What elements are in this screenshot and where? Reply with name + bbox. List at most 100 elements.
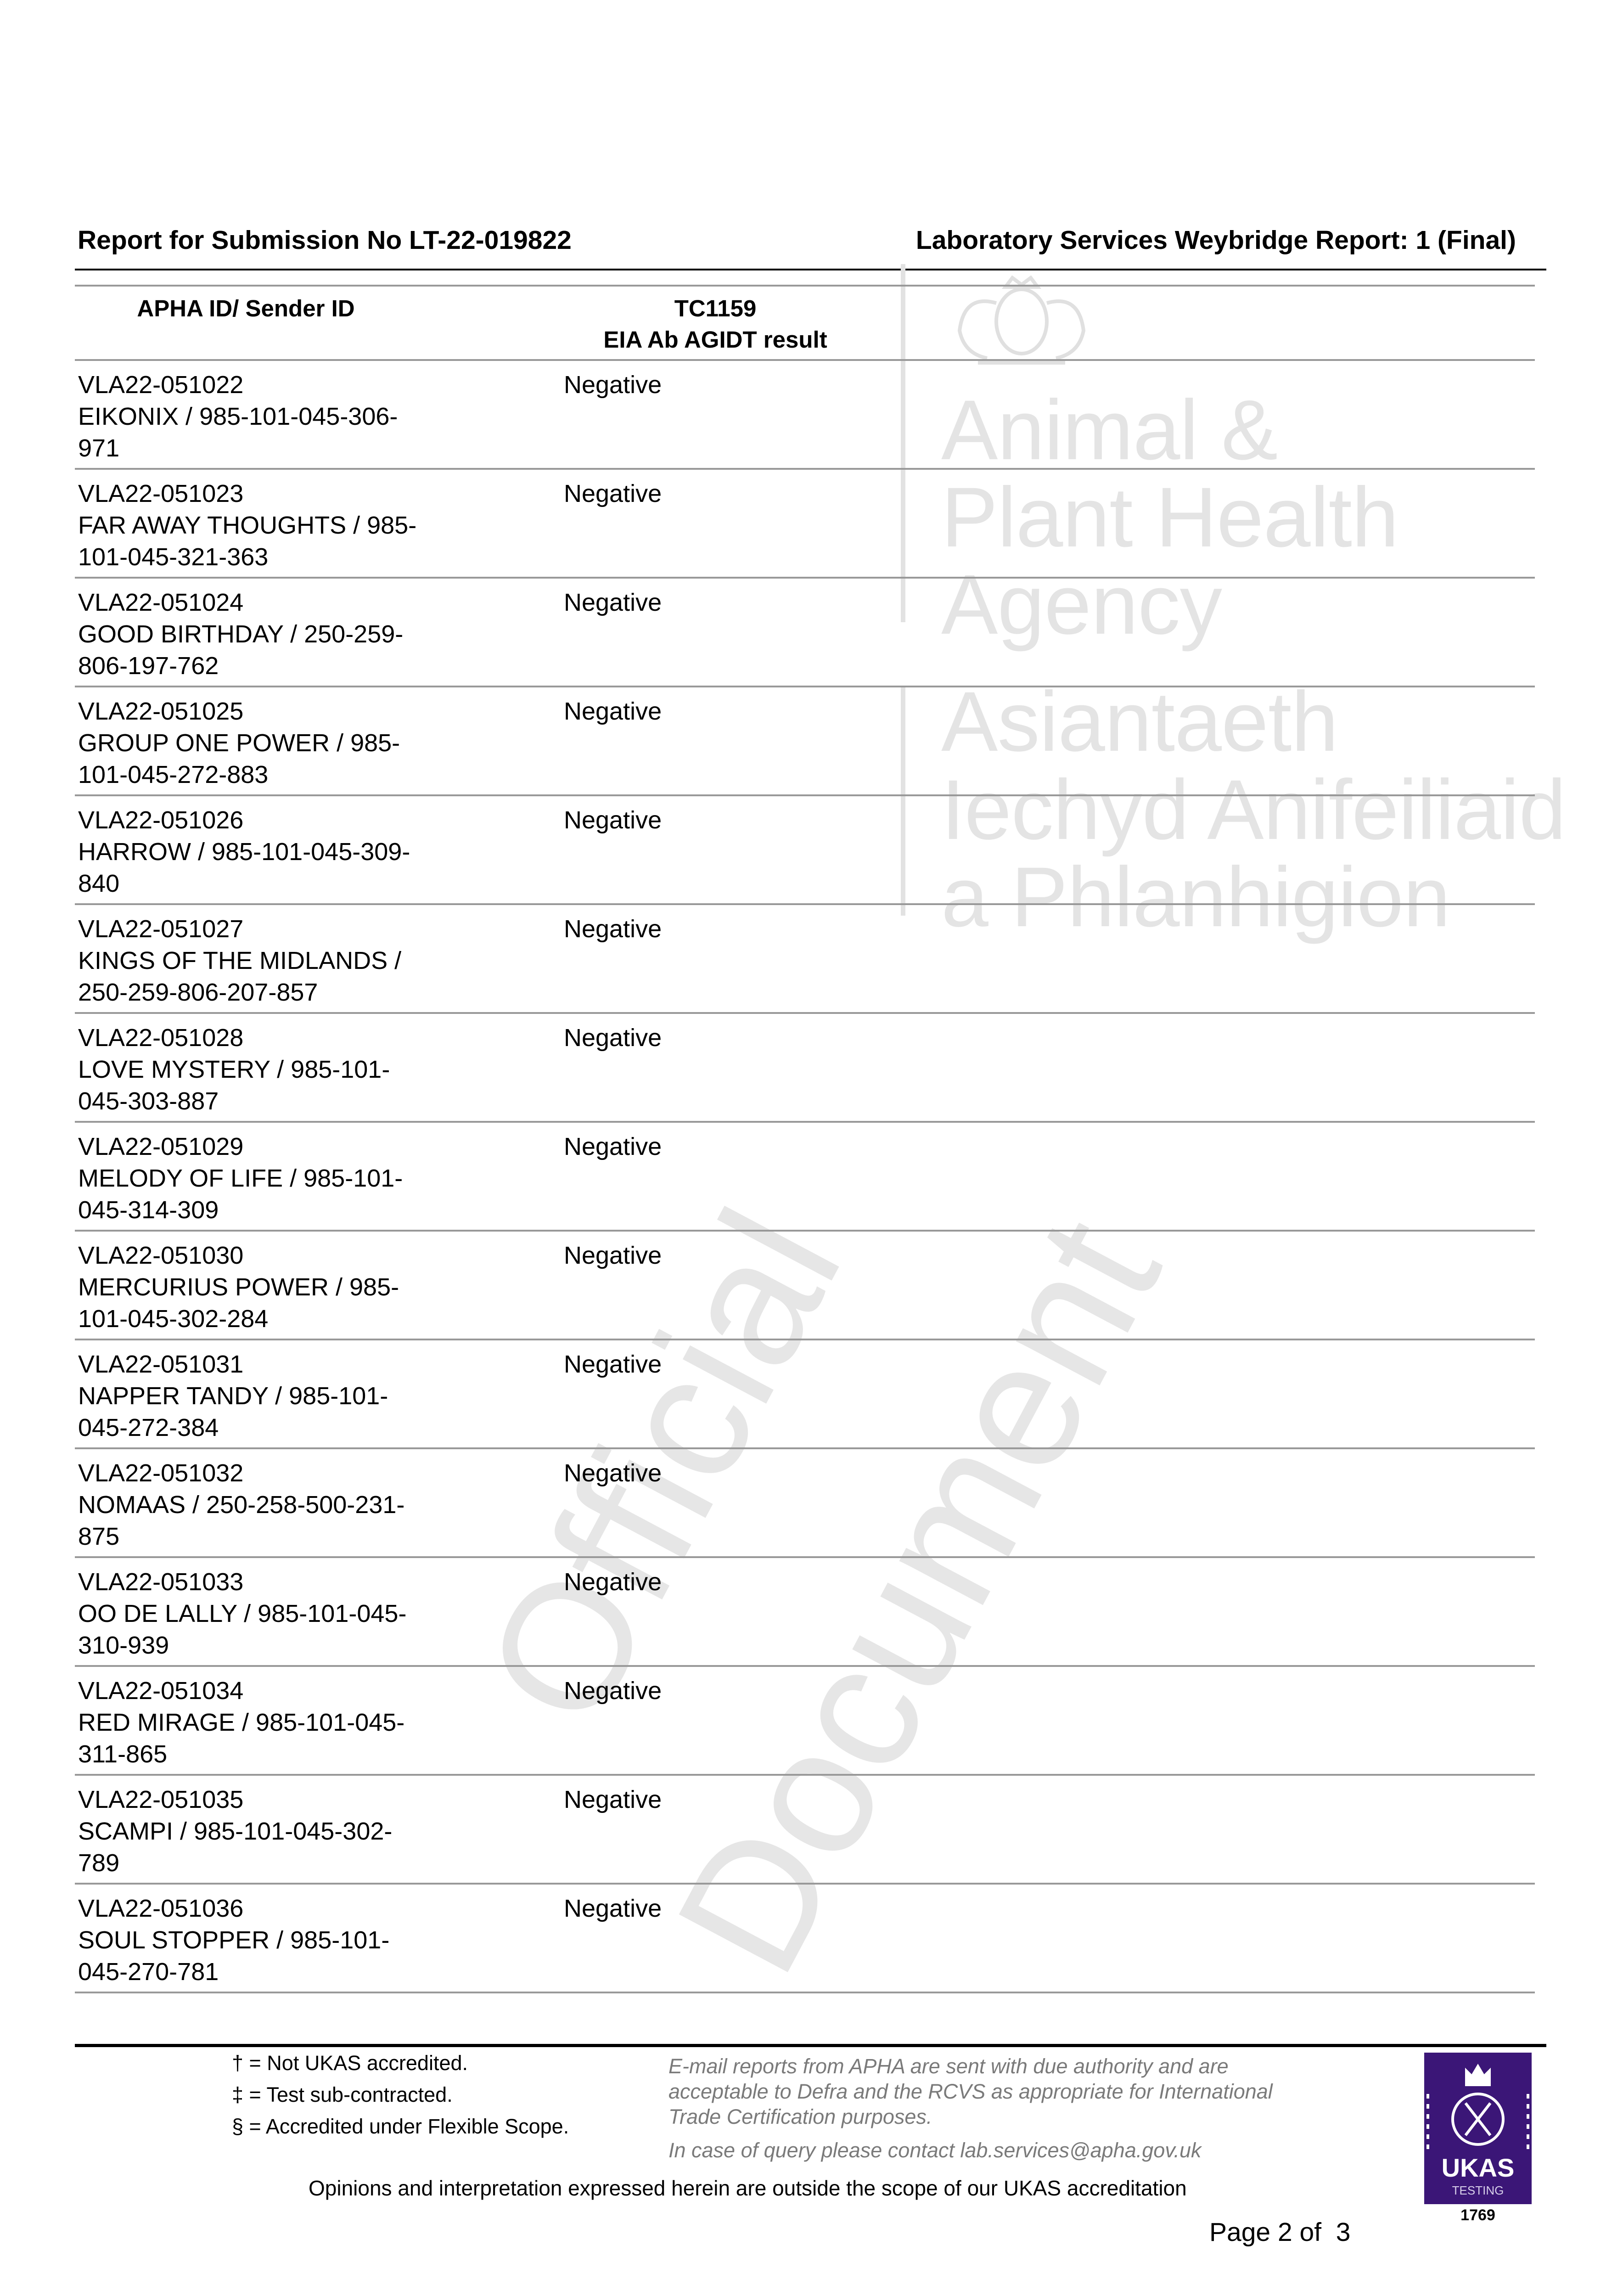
apha-id: VLA22-051022 [78,371,244,399]
spacer-cell [946,1775,1535,1884]
spacer-cell [946,1557,1535,1666]
spacer-cell [946,1884,1535,1992]
watermark-text: Iechyd Anifeiliaid [941,763,1566,857]
watermark-text: Plant Health [941,470,1399,565]
apha-sender-id: VLA22-051036 SOUL STOPPER / 985-​101-​045… [75,1884,417,1992]
apha-id: VLA22-051026 [78,806,244,834]
footnotes: † = Not UKAS accredited. ‡ = Test sub-co… [232,2047,569,2142]
apha-id: VLA22-051031 [78,1351,244,1378]
ukas-logo: UKAS TESTING [1424,2053,1532,2204]
watermark-divider [901,686,905,916]
test-result: Negative [564,1351,662,1378]
apha-sender-id: VLA22-051022 EIKONIX / 985-​101-​045-​306… [75,360,417,469]
table-row: VLA22-051035 SCAMPI / 985-​101-​045-​302-… [75,1775,1535,1884]
apha-sender-id: VLA22-051023 FAR AWAY THOUGHTS / 985-​101… [75,469,417,578]
table-row: VLA22-051023 FAR AWAY THOUGHTS / 985-​101… [75,469,1535,578]
apha-id: VLA22-051028 [78,1024,244,1052]
apha-id: VLA22-051035 [78,1786,244,1813]
watermark-divider [901,264,905,622]
footer-divider [75,2044,1546,2047]
ukas-name: UKAS [1441,2153,1515,2182]
apha-id: VLA22-051023 [78,480,244,507]
table-row: VLA22-051026 HARROW / 985-​101-​045-​309-… [75,795,1535,904]
spacer-cell [946,1122,1535,1231]
sender-id: LOVE MYSTERY / 985-​101-​045-​303-​887 [78,1056,390,1115]
ukas-number: 1769 [1460,2206,1495,2224]
email-note-line: Trade Certification purposes. [668,2105,932,2128]
table-row: VLA22-051029 MELODY OF LIFE / 985-​101-​0… [75,1122,1535,1231]
watermark-text: a Phlanhigion [941,850,1450,945]
sender-id: RED MIRAGE / 985-​101-​045-​311-​865 [78,1709,405,1768]
test-result: Negative [564,806,662,834]
sender-id: KINGS OF THE MIDLANDS / 250-​259-​806-​2… [78,947,402,1006]
table-row: VLA22-051028 LOVE MYSTERY / 985-​101-​045… [75,1013,1535,1122]
apha-sender-id: VLA22-051030 MERCURIUS POWER / 985-​101-​… [75,1231,417,1339]
test-result: Negative [564,698,662,725]
opinions-note: Opinions and interpretation expressed he… [309,2176,1187,2200]
apha-sender-id: VLA22-051032 NOMAAS / 250-​258-​500-​231-… [75,1448,417,1557]
apha-sender-id: VLA22-051035 SCAMPI / 985-​101-​045-​302-… [75,1775,417,1884]
sender-id: FAR AWAY THOUGHTS / 985-​101-​045-​321-​… [78,512,417,571]
sender-id: MELODY OF LIFE / 985-​101-​045-​314-​309 [78,1165,403,1224]
test-result: Negative [564,1133,662,1160]
spacer-cell [946,469,1535,578]
page-number: Page 2 of 3 [1209,2217,1351,2247]
sender-id: EIKONIX / 985-​101-​045-​306-​971 [78,403,398,462]
apha-sender-id: VLA22-051031 NAPPER TANDY / 985-​101-​045… [75,1339,417,1448]
spacer-cell [946,360,1535,469]
spacer-cell [946,1013,1535,1122]
table-row: VLA22-051034 RED MIRAGE / 985-​101-​045-​… [75,1666,1535,1775]
apha-sender-id: VLA22-051033 OO DE LALLY / 985-​101-​045-… [75,1557,417,1666]
apha-id: VLA22-051024 [78,589,244,616]
test-result: Negative [564,1242,662,1269]
query-note: In case of query please contact lab.serv… [668,2138,1202,2162]
ukas-crown-icon [1426,2064,1529,2149]
test-result: Negative [564,1459,662,1487]
spacer-cell [946,795,1535,904]
sender-id: SOUL STOPPER / 985-​101-​045-​270-​781 [78,1926,390,1986]
watermark-text: Asiantaeth [941,675,1338,769]
table-row: VLA22-051024 GOOD BIRTHDAY / 250-​259-​80… [75,578,1535,687]
apha-sender-id: VLA22-051029 MELODY OF LIFE / 985-​101-​0… [75,1122,417,1231]
sender-id: MERCURIUS POWER / 985-​101-​045-​302-​28… [78,1273,399,1333]
apha-sender-id: VLA22-051034 RED MIRAGE / 985-​101-​045-​… [75,1666,417,1775]
test-result: Negative [564,1895,662,1922]
test-result: Negative [564,1677,662,1705]
apha-sender-id: VLA22-051028 LOVE MYSTERY / 985-​101-​045… [75,1013,417,1122]
table-row: VLA22-051027 KINGS OF THE MIDLANDS / 250-… [75,904,1535,1013]
footnote: ‡ = Test sub-contracted. [232,2083,453,2106]
email-note-line: acceptable to Defra and the RCVS as appr… [668,2080,1273,2103]
footnote: † = Not UKAS accredited. [232,2051,468,2075]
header-divider [75,269,1546,270]
apha-id: VLA22-051025 [78,698,244,725]
sender-id: SCAMPI / 985-​101-​045-​302-​789 [78,1818,393,1877]
test-result: Negative [564,1024,662,1052]
table-row: VLA22-051022 EIKONIX / 985-​101-​045-​306… [75,360,1535,469]
apha-sender-id: VLA22-051026 HARROW / 985-​101-​045-​309-… [75,795,417,904]
apha-id: VLA22-051036 [78,1895,244,1922]
spacer-cell [946,687,1535,795]
apha-id: VLA22-051033 [78,1568,244,1596]
report-title: Laboratory Services Weybridge Report: 1 … [915,225,1516,255]
table-row: VLA22-051025 GROUP ONE POWER / 985-​101-​… [75,687,1535,795]
apha-sender-id: VLA22-051024 GOOD BIRTHDAY / 250-​259-​80… [75,578,417,687]
apha-id: VLA22-051027 [78,915,244,943]
email-note-line: E-mail reports from APHA are sent with d… [668,2054,1229,2078]
test-result: Negative [564,589,662,616]
apha-sender-id: VLA22-051025 GROUP ONE POWER / 985-​101-​… [75,687,417,795]
sender-id: NOMAAS / 250-​258-​500-​231-​875 [78,1491,405,1550]
test-result: Negative [564,371,662,399]
watermark-text: Agency [941,557,1222,652]
sender-id: OO DE LALLY / 985-​101-​045-​310-​939 [78,1600,407,1659]
email-note: E-mail reports from APHA are sent with d… [668,2054,1273,2163]
spacer-cell [946,1339,1535,1448]
spacer-cell [946,578,1535,687]
submission-title: Report for Submission No LT-22-019822 [78,225,572,255]
spacer-cell [946,1448,1535,1557]
results-table: APHA ID/ Sender ID TC1159 EIA Ab AGIDT r… [75,285,1535,1993]
spacer-cell [946,1231,1535,1339]
apha-id: VLA22-051029 [78,1133,244,1160]
test-result: Negative [564,1568,662,1596]
test-result: Negative [564,1786,662,1813]
table-row: VLA22-051031 NAPPER TANDY / 985-​101-​045… [75,1339,1535,1448]
